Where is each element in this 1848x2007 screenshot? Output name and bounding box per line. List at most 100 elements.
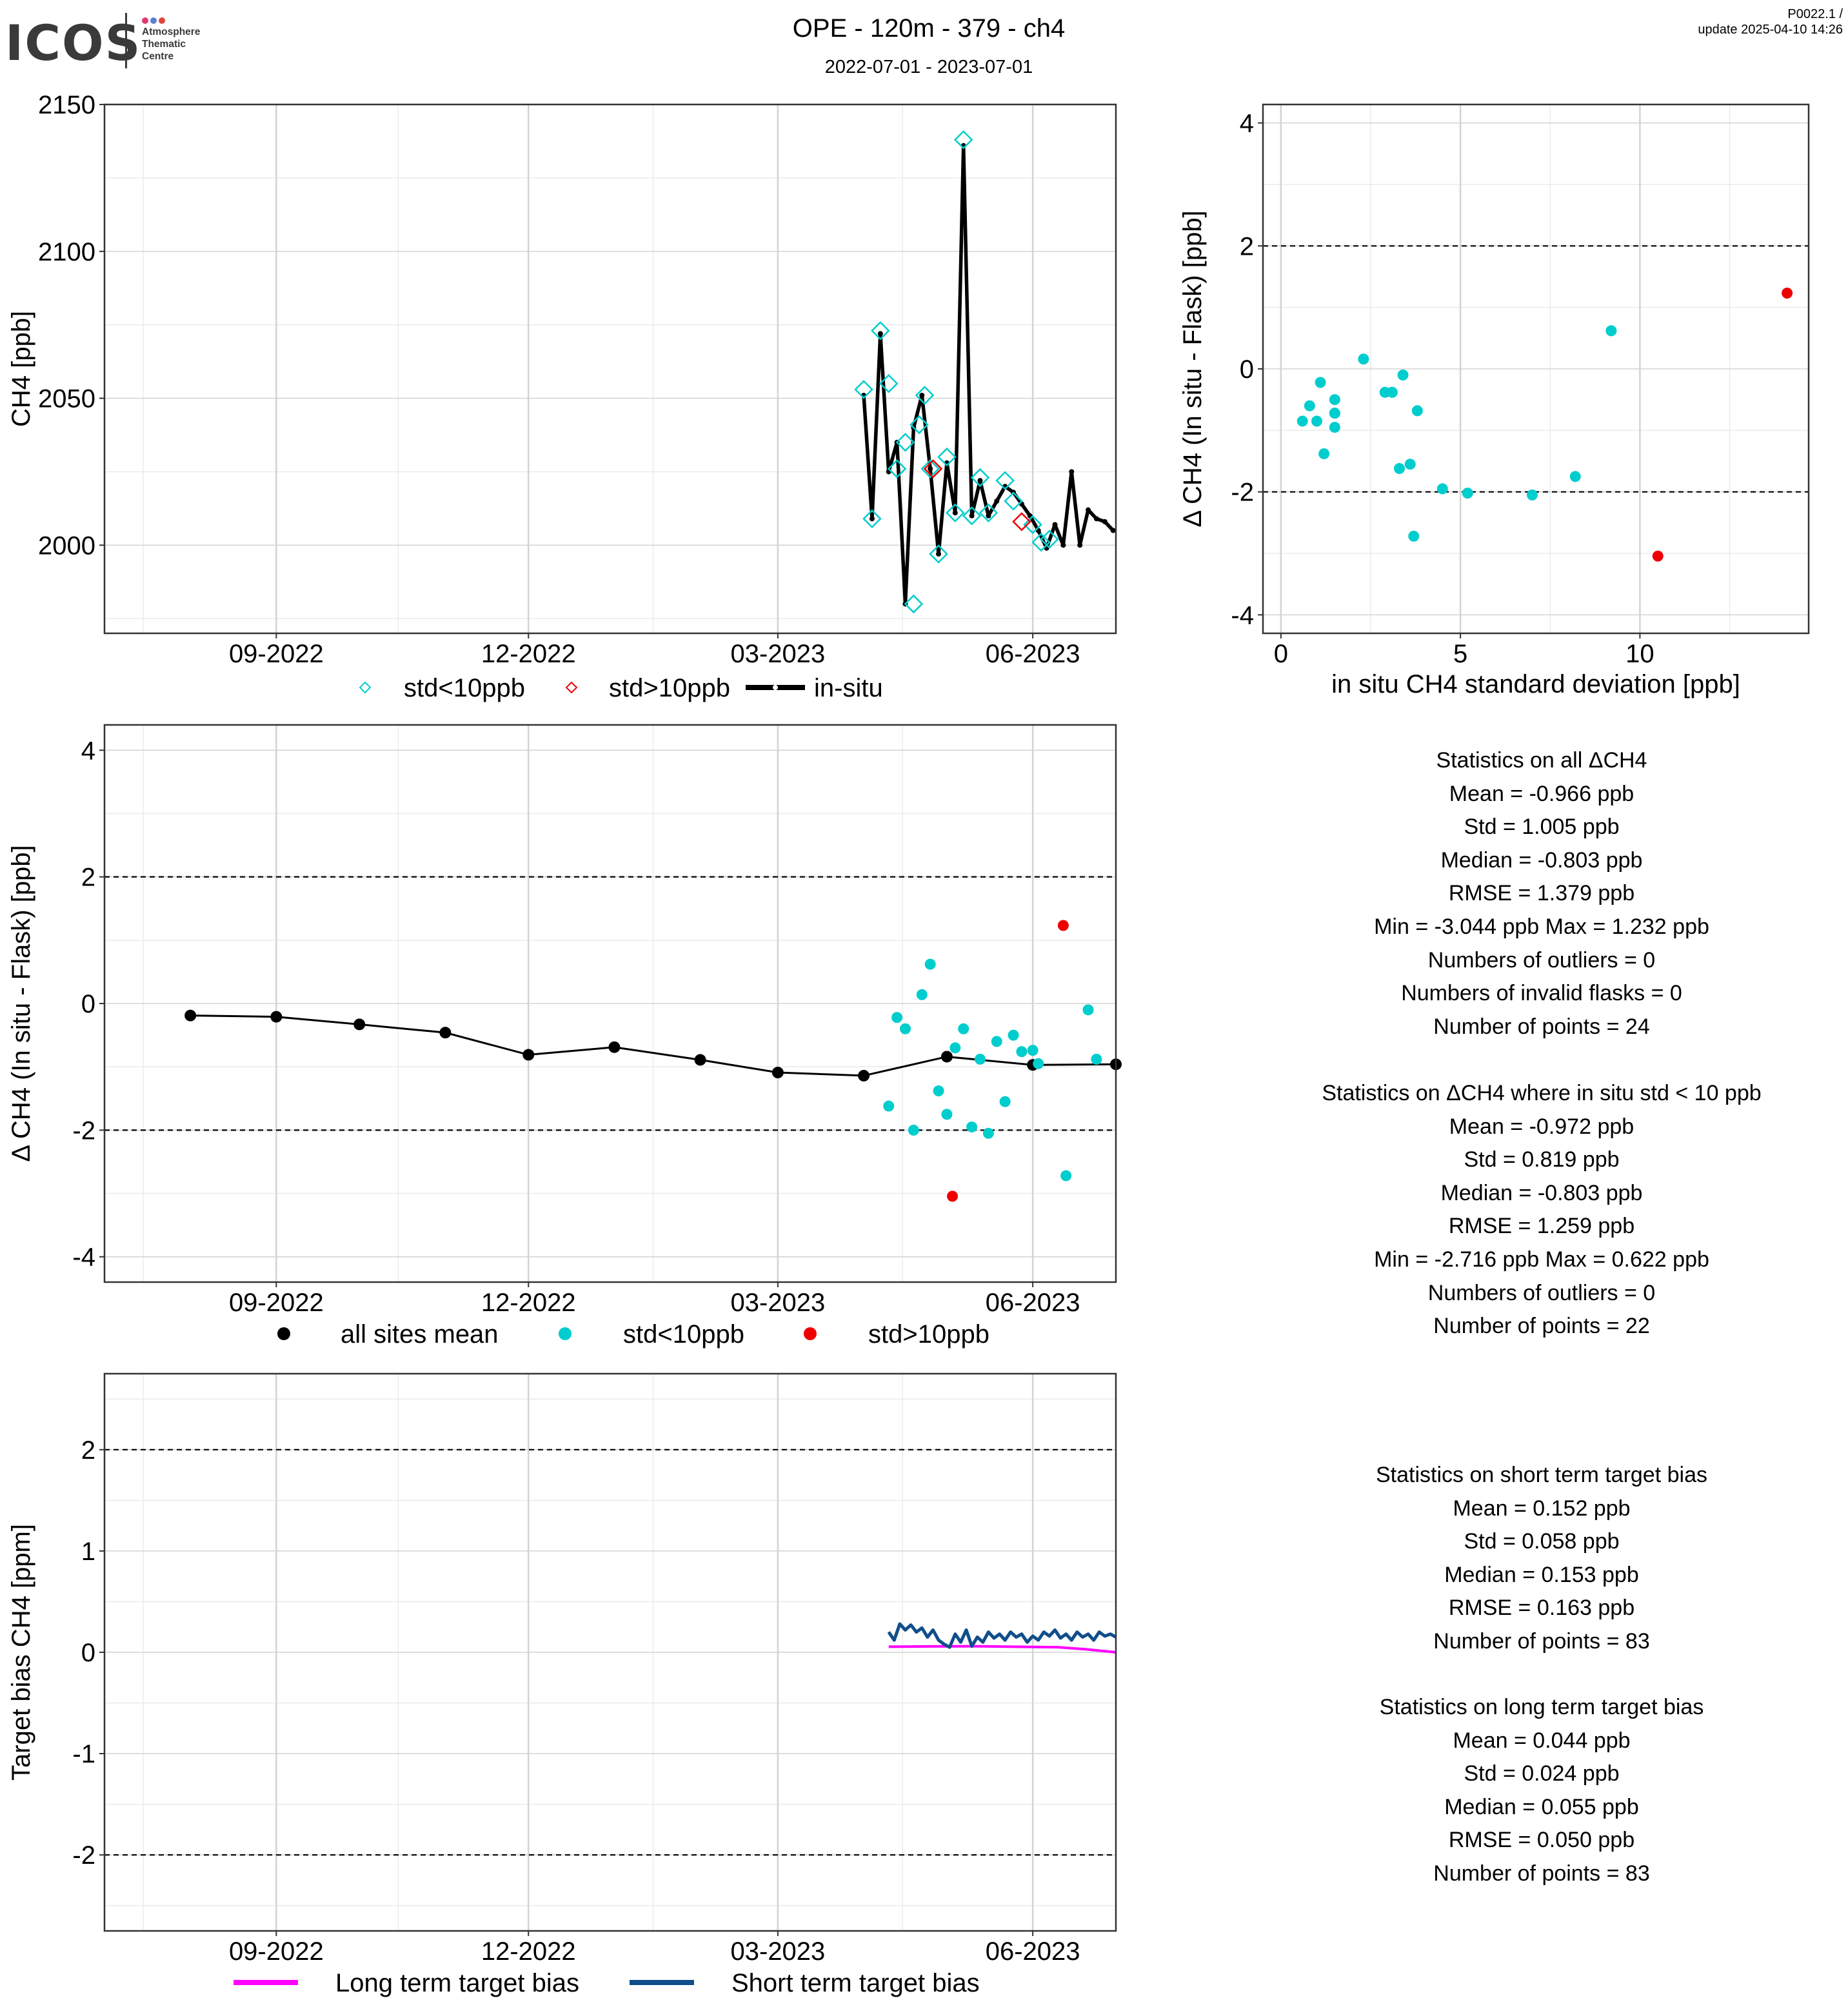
icos-logo: ICOS Atmosphere Thematic Centre [5,6,218,72]
scatter-point-low-std [1318,448,1330,460]
stats-line: Min = -3.044 ppb Max = 1.232 ppb [1374,915,1709,939]
flask-point-low-std [962,506,982,526]
x-tick-label: 09-2022 [229,1937,324,1966]
logo-dot [159,17,165,24]
legend-key-in-situ-dot [773,685,778,690]
y-axis-title: CH4 [ppb] [7,311,35,427]
update-timestamp: update 2025-04-10 14:26 [1698,23,1843,37]
scatter-point-low-std [1358,353,1369,365]
delta-point-high-std [1057,920,1069,931]
logo-subtitle: Atmosphere Thematic Centre [142,26,200,63]
scatter-point-low-std [1329,422,1340,433]
stats-line: RMSE = 0.163 ppb [1448,1596,1635,1621]
in-situ-point [1110,528,1116,533]
y-tick-label: 4 [81,737,95,765]
x-tick-label: 03-2023 [731,1289,826,1317]
y-tick-label: 2000 [38,531,95,560]
in-situ-point [986,513,991,519]
delta-point-low-std [982,1127,994,1139]
scatter-point-low-std [1462,488,1473,499]
short-term-bias-line [887,1622,1117,1649]
legend-label: in-situ [814,674,883,702]
y-tick-label: 0 [81,990,95,1018]
scatter-point-high-std [1782,288,1793,299]
delta-point-low-std [941,1109,953,1120]
delta-point-high-std [947,1191,959,1202]
scatter-point-low-std [1411,405,1423,417]
stats-title: Statistics on ΔCH4 where in situ std < 1… [1322,1081,1762,1105]
scatter-point-low-std [1386,386,1398,398]
stats-title: Statistics on long term target bias [1379,1695,1704,1719]
logo-dot [150,17,157,24]
flask-point-low-std [953,130,973,150]
in-situ-point [1093,516,1099,522]
delta-point-low-std [1091,1053,1102,1065]
stats-line: Median = 0.153 ppb [1444,1562,1639,1587]
in-situ-point [1069,469,1075,475]
stats-line: Std = 1.005 ppb [1464,815,1620,840]
mean-point [940,1051,953,1063]
flask-point-low-std [937,447,957,467]
scatter-point-low-std [1315,377,1326,388]
chart-bias: 09-2022 12-2022 03-2023 06-2023 -2 -1 0 1 2 Targe… [7,1372,1117,1997]
scatter-point-low-std [1329,408,1340,419]
plot-border [1262,103,1810,635]
x-tick-label: 06-2023 [986,1289,1080,1317]
stats-line: Mean = -0.972 ppb [1449,1114,1634,1139]
legend-label: std>10ppb [609,674,730,702]
scatter-point-high-std [1652,550,1664,562]
y-tick-label: -1 [72,1740,95,1768]
delta-point-low-std [975,1053,986,1065]
legend-key-low-std [559,1327,571,1340]
delta-point-low-std [933,1085,944,1096]
scatter-point-low-std [1605,325,1617,337]
scatter-point-low-std [1329,394,1340,406]
in-situ-point [1102,519,1108,524]
legend-key-mean [277,1327,290,1340]
page-subtitle: 2022-07-01 - 2023-07-01 [824,57,1033,77]
stats-line: Median = -0.803 ppb [1440,1180,1643,1205]
delta-point-low-std [1033,1058,1044,1069]
plot-border [103,103,1117,635]
flask-point-high-std [923,459,943,479]
y-tick-label: 2 [81,1436,95,1465]
delta-point-low-std [1016,1046,1028,1058]
stats-line: Min = -2.716 ppb Max = 0.622 ppb [1374,1247,1709,1272]
mean-point [522,1049,535,1061]
in-situ-point [1086,507,1091,513]
logo-separator [125,13,127,68]
logo-line: Thematic [142,39,186,50]
y-tick-label: 1 [81,1537,95,1566]
scatter-point-low-std [1311,415,1322,427]
delta-point-low-std [900,1023,911,1034]
delta-point-low-std [999,1096,1011,1107]
delta-point-low-std [883,1100,895,1112]
in-situ-point [928,466,933,471]
x-tick-label: 06-2023 [986,1937,1080,1966]
mean-point [771,1067,784,1079]
flask-point-low-std [915,386,935,405]
x-tick-label: 12-2022 [481,1289,576,1317]
stats-line: Std = 0.024 ppb [1464,1761,1620,1786]
stats-line: Std = 0.819 ppb [1464,1147,1620,1172]
in-situ-point [994,499,1000,504]
version-code: P0022.1 / [1787,7,1843,21]
in-situ-point [977,478,983,484]
delta-point-low-std [1082,1004,1094,1016]
legend-key-high-std [565,681,578,694]
in-situ-point [869,516,875,522]
x-tick-label: 09-2022 [229,1289,324,1317]
delta-point-low-std [1060,1170,1072,1181]
logo-dots-icon [142,15,167,24]
legend-key-low-std [359,681,372,694]
in-situ-point [952,510,958,516]
flask-point-low-std [946,503,965,522]
legend-label: all sites mean [341,1320,499,1349]
logo-line: Atmosphere [142,26,201,37]
legend-label: Long term target bias [335,1969,579,1997]
legend-label: std<10ppb [404,674,525,702]
y-tick-label: -4 [1231,601,1254,629]
stats-line: Mean = 0.152 ppb [1453,1496,1631,1521]
scatter-point-low-std [1397,370,1409,381]
